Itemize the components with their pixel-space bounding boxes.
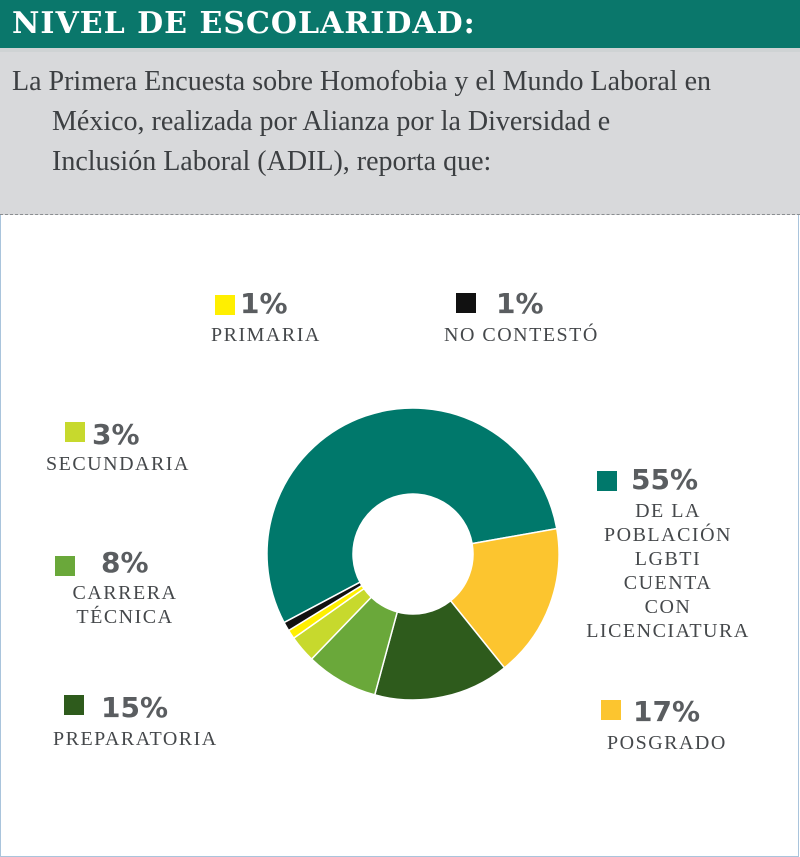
donut-slice-no-contesto <box>283 581 363 632</box>
legend-pct-primaria: 1% <box>240 287 288 320</box>
legend-label-primaria: PRIMARIA <box>211 324 321 346</box>
donut-chart <box>266 407 560 701</box>
legend-label-carrera-line-2: TÉCNICA <box>76 606 174 628</box>
legend-label-lic-line-5: CON <box>644 596 692 618</box>
legend-pct-carrera-tecnica: 8% <box>101 546 149 579</box>
legend-swatch-preparatoria <box>64 695 84 715</box>
legend-swatch-no-contesto <box>456 293 476 313</box>
legend-label-posgrado: POSGRADO <box>607 732 727 754</box>
legend-swatch-primaria <box>215 295 235 315</box>
donut-slice-licenciatura <box>266 407 558 624</box>
legend-pct-no-contesto: 1% <box>496 287 544 320</box>
legend-swatch-posgrado <box>601 700 621 720</box>
legend-label-secundaria: SECUNDARIA <box>46 453 190 475</box>
intro-line-2: México, realizada por Alianza por la Div… <box>52 106 611 137</box>
legend-swatch-licenciatura <box>597 471 617 491</box>
legend-label-preparatoria: PREPARATORIA <box>53 728 218 750</box>
legend-label-lic-line-1: DE LA <box>635 500 701 522</box>
legend-label-lic-line-3: LGBTI <box>634 548 702 570</box>
legend-pct-posgrado: 17% <box>633 695 701 728</box>
legend-label-lic-line-2: POBLACIÓN <box>604 524 732 546</box>
legend-swatch-secundaria <box>65 422 85 442</box>
header-bar: NIVEL DE ESCOLARIDAD: <box>0 0 800 52</box>
legend-pct-licenciatura: 55% <box>631 463 699 496</box>
legend-swatch-carrera-tecnica <box>55 556 75 576</box>
donut-slice-preparatoria <box>373 599 506 701</box>
page-title: NIVEL DE ESCOLARIDAD: <box>12 6 476 41</box>
legend-pct-secundaria: 3% <box>92 418 140 451</box>
intro-line-1: La Primera Encuesta sobre Homofobia y el… <box>12 66 712 97</box>
legend-pct-preparatoria: 15% <box>101 691 169 724</box>
legend-label-lic-line-6: LICENCIATURA <box>586 620 750 642</box>
intro-box: La Primera Encuesta sobre Homofobia y el… <box>0 52 800 215</box>
legend-label-carrera-line-1: CARRERA <box>72 582 178 604</box>
legend-label-no-contesto: NO CONTESTÓ <box>444 324 599 346</box>
legend-label-lic-line-4: CUENTA <box>623 572 713 594</box>
intro-line-3: Inclusión Laboral (ADIL), reporta que: <box>52 146 492 177</box>
chart-panel: 1% PRIMARIA 1% NO CONTESTÓ 3% SECUNDARIA… <box>0 215 799 857</box>
donut-slice-posgrado <box>449 527 560 669</box>
